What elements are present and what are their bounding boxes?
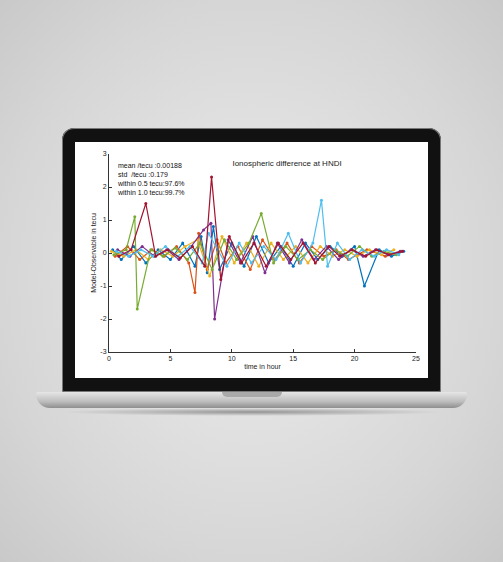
svg-text:5: 5 — [168, 355, 172, 362]
svg-text:10: 10 — [228, 355, 236, 362]
svg-text:20: 20 — [351, 355, 359, 362]
svg-text:15: 15 — [289, 355, 297, 362]
svg-text:0: 0 — [107, 355, 111, 362]
svg-text:0: 0 — [103, 249, 107, 256]
svg-text:mean /tecu :0.00188std /tecu: mean /tecu :0.00188std /tecu :0.179withi… — [117, 162, 185, 196]
svg-text:-3: -3 — [100, 348, 106, 355]
svg-text:2: 2 — [103, 183, 107, 190]
svg-text:time in hour: time in hour — [244, 363, 281, 370]
svg-text:1: 1 — [103, 216, 107, 223]
svg-text:Model-Observable in tecu: Model-Observable in tecu — [90, 213, 97, 293]
svg-text:-1: -1 — [100, 282, 106, 289]
svg-text:3: 3 — [103, 150, 107, 157]
svg-text:25: 25 — [412, 355, 420, 362]
svg-text:Ionospheric difference at HNDI: Ionospheric difference at HNDI — [232, 159, 341, 168]
svg-text:-2: -2 — [100, 315, 106, 322]
